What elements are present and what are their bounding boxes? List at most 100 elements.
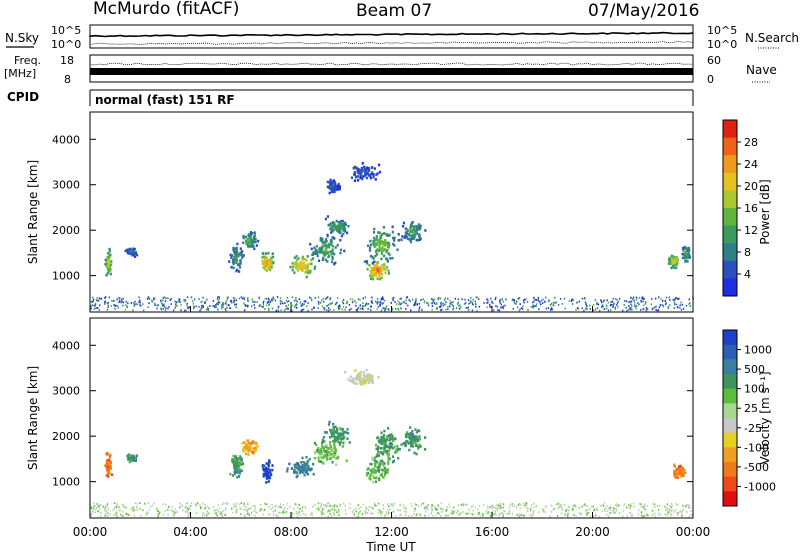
scatter-cell: [685, 251, 688, 255]
scatter-cell: [324, 252, 327, 255]
noise-cell: [366, 303, 368, 306]
x-tick-label: 12:00: [374, 525, 409, 539]
noise-cell: [325, 309, 328, 311]
scatter-cell: [267, 472, 270, 476]
scatter-cell: [373, 236, 376, 240]
noise-cell: [345, 513, 347, 515]
noise-cell: [665, 303, 667, 306]
noise-cell: [379, 302, 381, 305]
scatter-cell: [297, 262, 300, 266]
noise-cell: [311, 514, 313, 517]
noise-cell: [222, 304, 224, 306]
scatter-cell: [364, 379, 367, 383]
scatter-cell: [363, 380, 366, 383]
scatter-cell: [270, 260, 273, 264]
noise-cell: [136, 502, 139, 505]
noise-cell: [413, 510, 416, 513]
scatter-cell: [240, 457, 243, 460]
scatter-cell: [379, 463, 382, 466]
noise-cell: [297, 507, 299, 509]
scatter-cell: [417, 234, 421, 238]
noise-cell: [665, 296, 668, 299]
scatter-cell: [332, 432, 335, 436]
y-tick-label: 3000: [52, 385, 80, 398]
nsky-tick-bottom: 10^0: [51, 38, 81, 51]
noise-cell: [578, 300, 580, 303]
noise-cell: [690, 510, 692, 512]
noise-cell: [99, 304, 101, 307]
noise-cell: [490, 507, 493, 510]
scatter-cell: [419, 445, 422, 448]
noise-cell: [270, 508, 272, 511]
noise-cell: [586, 511, 588, 514]
scatter-cell: [413, 229, 417, 232]
scatter-cell: [326, 185, 329, 189]
noise-cell: [642, 308, 645, 311]
noise-cell: [665, 509, 667, 512]
noise-cell: [673, 307, 675, 309]
scatter-cell: [388, 243, 391, 247]
noise-cell: [254, 505, 256, 508]
scatter-cell: [328, 181, 331, 184]
scatter-cell: [370, 379, 373, 383]
noise-cell: [530, 504, 533, 506]
noise-cell: [498, 309, 501, 312]
noise-cell: [106, 308, 109, 311]
noise-cell: [147, 502, 150, 505]
scatter-cell: [267, 267, 271, 270]
noise-cell: [523, 502, 525, 505]
scatter-cell: [347, 378, 350, 381]
scatter-cell: [333, 237, 336, 240]
noise-cell: [218, 297, 220, 300]
noise-cell: [451, 509, 454, 512]
scatter-cell: [369, 243, 373, 247]
noise-cell: [287, 303, 290, 306]
noise-cell: [516, 306, 519, 309]
scatter-cell: [333, 188, 336, 192]
noise-cell: [503, 510, 505, 512]
noise-cell: [116, 503, 118, 506]
noise-cell: [607, 507, 610, 510]
noise-cell: [653, 306, 656, 309]
noise-cell: [545, 307, 547, 310]
noise-cell: [482, 513, 484, 515]
noise-cell: [542, 509, 544, 512]
noise-cell: [215, 304, 217, 306]
scatter-cell: [244, 452, 248, 456]
noise-cell: [554, 507, 556, 510]
noise-cell: [383, 299, 386, 302]
noise-cell: [523, 505, 525, 508]
scatter-cell: [383, 462, 386, 465]
scatter-cell: [251, 240, 254, 243]
noise-cell: [430, 507, 433, 510]
scatter-cell: [267, 476, 270, 480]
noise-cell: [462, 502, 465, 505]
scatter-cell: [307, 269, 310, 272]
noise-cell: [91, 510, 94, 512]
noise-cell: [222, 301, 224, 304]
noise-cell: [318, 509, 320, 511]
scatter-cell: [385, 435, 388, 438]
colorbar-swatch: [723, 155, 737, 174]
noise-cell: [124, 308, 127, 311]
noise-cell: [381, 303, 384, 306]
noise-cell: [316, 508, 318, 510]
scatter-cell: [265, 256, 268, 259]
scatter-cell: [352, 378, 355, 382]
noise-cell: [651, 514, 654, 516]
noise-cell: [502, 503, 505, 505]
noise-cell: [227, 502, 229, 505]
noise-cell: [116, 304, 118, 307]
noise-cell: [526, 301, 529, 303]
scatter-cell: [293, 463, 296, 467]
noise-cell: [629, 507, 631, 510]
scatter-cell: [367, 376, 371, 379]
scatter-cell: [388, 457, 391, 461]
noise-cell: [427, 504, 429, 506]
noise-cell: [688, 303, 690, 306]
scatter-cell: [330, 185, 333, 188]
scatter-cell: [335, 456, 338, 460]
noise-cell: [378, 502, 380, 505]
noise-cell: [638, 509, 640, 512]
scatter-cell: [407, 435, 410, 439]
